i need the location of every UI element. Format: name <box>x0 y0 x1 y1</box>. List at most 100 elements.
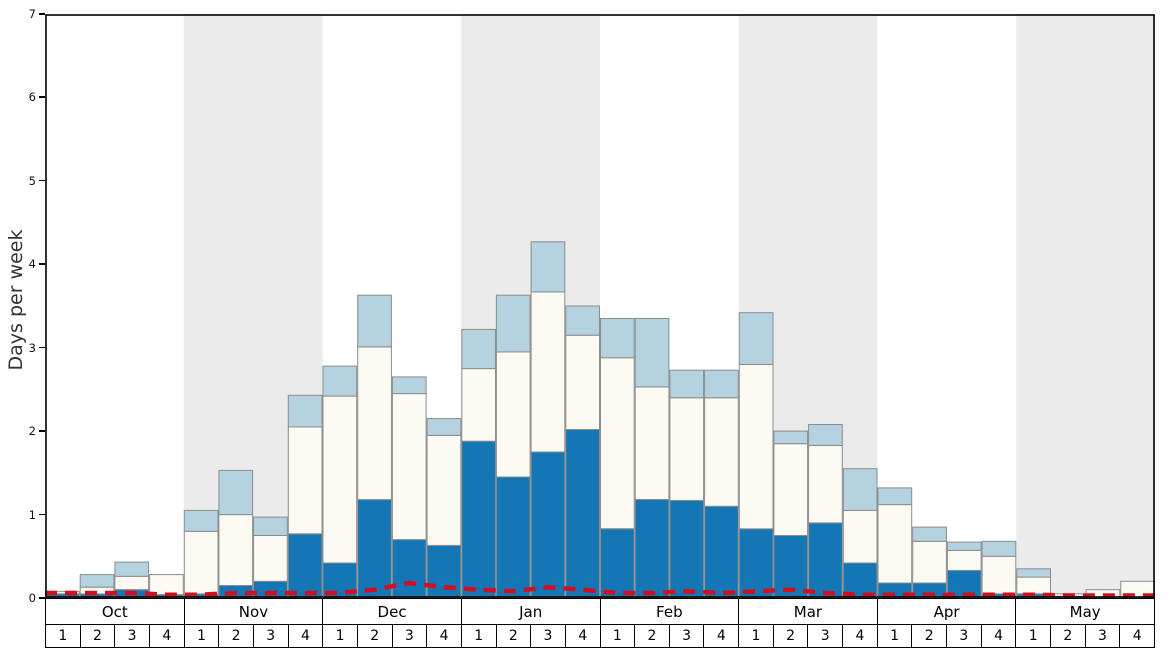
week-label: 4 <box>289 625 324 647</box>
y-tick-label: 5 <box>28 173 36 188</box>
bar-seg-light-blue <box>218 469 254 516</box>
bar-seg-light-blue <box>495 294 531 353</box>
plot-border <box>45 14 1155 598</box>
bar-seg-dark-blue <box>808 522 843 599</box>
week-label: 3 <box>947 625 982 647</box>
bar-seg-dark-blue <box>565 429 600 599</box>
bar-seg-white <box>1016 576 1051 595</box>
bar-seg-light-blue <box>183 509 219 532</box>
y-tick-mark <box>39 13 45 15</box>
bar-seg-dark-blue <box>634 499 670 599</box>
bar-seg-dark-blue <box>530 451 566 599</box>
bar-seg-white <box>183 530 219 595</box>
week-label: 2 <box>1051 625 1086 647</box>
bar-seg-white <box>704 397 739 507</box>
y-tick-label: 7 <box>28 7 36 21</box>
bar-seg-light-blue <box>842 468 878 511</box>
bar-seg-white <box>634 386 670 500</box>
month-label-jan: Jan <box>462 599 601 624</box>
week-label: 1 <box>878 625 913 647</box>
y-tick-label: 4 <box>28 257 36 272</box>
bar-seg-white <box>461 368 496 442</box>
week-label: 4 <box>982 625 1017 647</box>
bar-seg-light-blue <box>808 424 843 446</box>
bar-seg-white <box>981 555 1017 595</box>
y-tick-mark <box>39 96 45 98</box>
bar-seg-white <box>218 514 254 587</box>
bar-seg-dark-blue <box>738 528 774 599</box>
bar-seg-dark-blue <box>426 544 462 599</box>
bar-seg-light-blue <box>912 526 947 542</box>
bar-seg-white <box>149 574 184 596</box>
bar-seg-white <box>669 397 705 501</box>
y-tick-mark <box>39 179 45 182</box>
y-tick-mark <box>39 346 45 349</box>
month-label-apr: Apr <box>878 599 1017 624</box>
bar-seg-light-blue <box>391 376 427 395</box>
plot-area <box>45 14 1156 599</box>
y-tick-label: 0 <box>28 591 36 605</box>
y-tick-label: 1 <box>28 507 36 522</box>
bar-seg-white <box>565 334 600 431</box>
bar-seg-dark-blue <box>461 440 496 599</box>
week-label: 3 <box>808 625 844 647</box>
bar-seg-dark-blue <box>704 505 739 599</box>
week-label: 2 <box>774 625 809 647</box>
bar-seg-light-blue <box>530 241 566 293</box>
bar-seg-white <box>946 549 982 571</box>
week-label: 4 <box>427 625 462 647</box>
bar-seg-white <box>357 346 392 501</box>
month-label-dec: Dec <box>323 599 462 624</box>
week-label: 2 <box>635 625 670 647</box>
bar-seg-white <box>773 443 809 537</box>
bar-seg-dark-blue <box>391 539 427 599</box>
bar-seg-white <box>808 444 843 524</box>
y-tick-mark <box>39 430 45 432</box>
week-label: 2 <box>219 625 254 647</box>
month-axis: Oct Nov Dec Jan Feb Mar Apr May <box>45 598 1155 625</box>
month-band <box>1016 14 1155 598</box>
bar-seg-light-blue <box>461 328 496 370</box>
week-label: 2 <box>358 625 393 647</box>
bar-seg-light-blue <box>773 430 809 445</box>
week-label: 1 <box>323 625 358 647</box>
bar-seg-light-blue <box>565 305 600 336</box>
y-tick-label: 2 <box>28 424 36 439</box>
bar-seg-dark-blue <box>287 533 323 599</box>
bar-seg-white <box>600 357 635 530</box>
bar-seg-light-blue <box>287 394 323 428</box>
week-label: 4 <box>1132 628 1142 644</box>
bar-seg-light-blue <box>946 541 982 551</box>
month-band <box>45 14 184 598</box>
y-axis: 0 1 2 3 4 5 6 7 <box>0 0 45 648</box>
week-label: 1 <box>739 625 774 647</box>
bar-seg-white <box>877 504 913 584</box>
week-label: 2 <box>81 625 116 647</box>
bar-seg-white <box>738 363 774 530</box>
bar-seg-dark-blue <box>253 580 288 599</box>
bar-seg-light-blue <box>253 516 288 537</box>
bar-seg-white <box>426 434 462 546</box>
bar-seg-light-blue <box>634 318 670 388</box>
bar-seg-light-blue <box>600 318 635 359</box>
week-label: 1 <box>601 625 636 647</box>
week-label: 3 <box>393 625 428 647</box>
y-tick-mark <box>39 597 45 599</box>
bar-seg-white <box>253 534 288 582</box>
month-label-may: May <box>1069 602 1101 621</box>
bar-seg-white <box>842 509 878 564</box>
month-label-feb: Feb <box>601 599 740 624</box>
week-label: 1 <box>185 625 220 647</box>
week-label: 2 <box>497 625 532 647</box>
month-label-oct: Oct <box>46 599 185 624</box>
chart-svg <box>45 14 1156 599</box>
bar-seg-light-blue <box>738 312 774 365</box>
bar-seg-light-blue <box>79 574 115 588</box>
month-label-mar: Mar <box>739 599 878 624</box>
bar-seg-white <box>391 393 427 541</box>
week-label: 1 <box>1016 625 1052 647</box>
bar-seg-light-blue <box>426 418 462 436</box>
week-label: 3 <box>115 625 150 647</box>
bar-seg-light-blue <box>1016 568 1051 578</box>
